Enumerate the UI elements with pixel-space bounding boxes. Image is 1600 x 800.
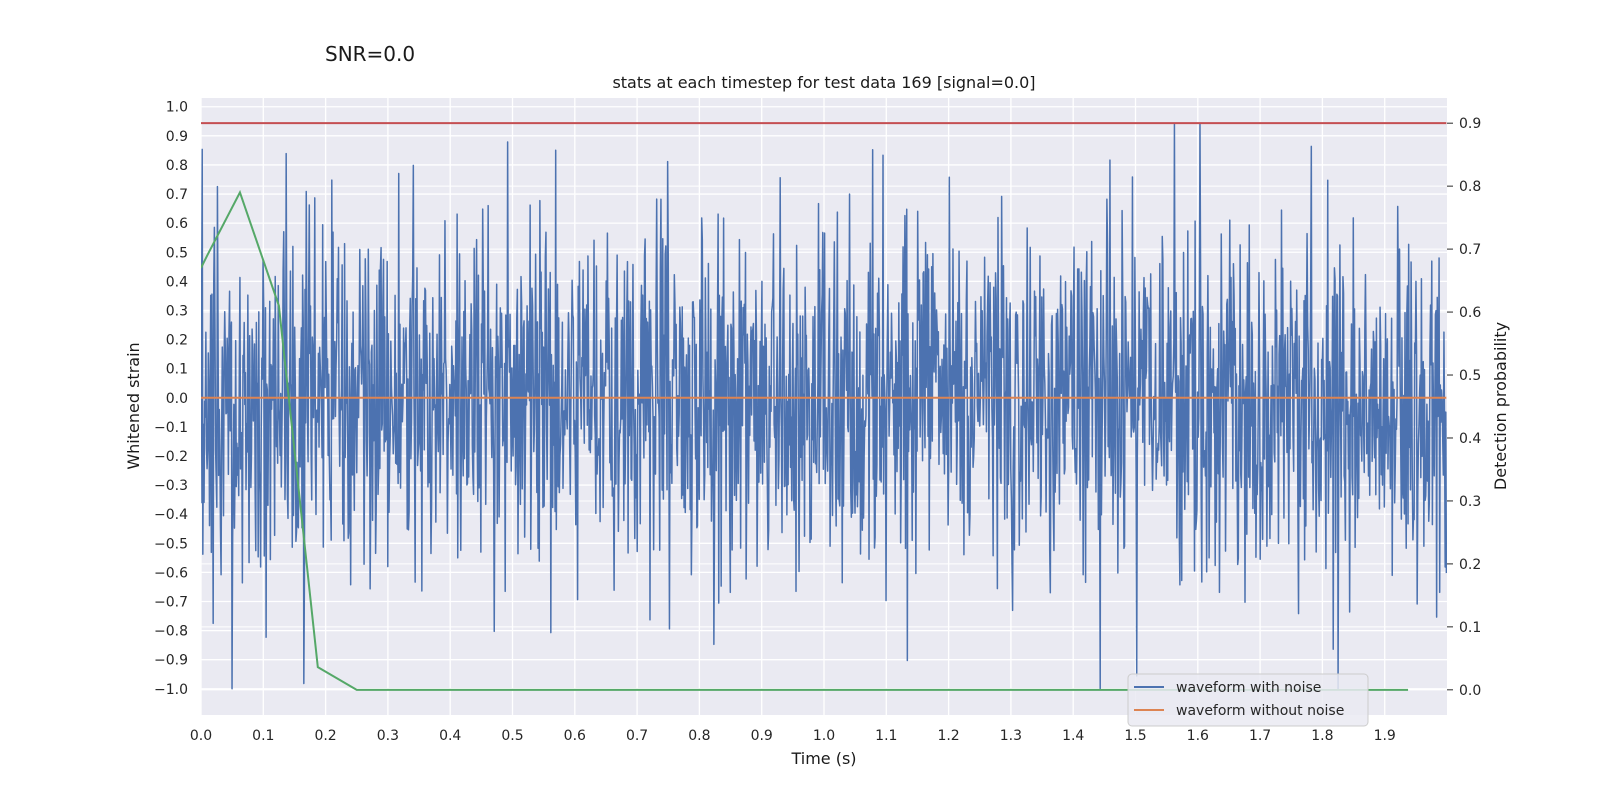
suptitle: SNR=0.0 — [325, 42, 415, 66]
y-tick-label: 0.6 — [166, 216, 188, 232]
y-tick-label: −0.4 — [154, 507, 188, 523]
y-tick-label: −0.3 — [154, 478, 188, 494]
y2-tick-label: 0.6 — [1459, 305, 1481, 321]
legend-label-noise: waveform with noise — [1176, 680, 1321, 696]
y2-tick-label: 0.3 — [1459, 494, 1481, 510]
chart-title: stats at each timestep for test data 169… — [612, 73, 1035, 92]
series-detection-probability — [201, 189, 1409, 691]
y-tick-label: 0.9 — [166, 129, 188, 145]
y-tick-label: −0.6 — [154, 565, 188, 581]
x-tick-label: 0.2 — [314, 728, 336, 744]
y-tick-label: 0.4 — [166, 274, 188, 290]
y2-ticks: 0.9 0.8 0.7 0.6 0.5 0.4 0.3 0.2 0.1 0.0 — [1447, 116, 1481, 699]
y-tick-label: 0.0 — [166, 391, 188, 407]
y-tick-label: 0.8 — [166, 158, 188, 174]
x-tick-label: 1.3 — [1000, 728, 1022, 744]
x-tick-label: 0.0 — [190, 728, 212, 744]
y-tick-label: −0.7 — [154, 594, 188, 610]
x-tick-label: 0.3 — [377, 728, 399, 744]
legend-box — [1127, 673, 1369, 727]
x-tick-label: 0.1 — [252, 728, 274, 744]
x-tick-label: 1.5 — [1124, 728, 1146, 744]
y-ticks: 1.0 0.9 0.8 0.7 0.6 0.5 0.4 0.3 0.2 0.1 0.0 −0.1 −0.… — [154, 100, 188, 698]
x-tick-label: 0.6 — [564, 728, 586, 744]
y2-axis-label: Detection probability — [1491, 322, 1510, 490]
legend: waveform with noise waveform without noi… — [1127, 673, 1369, 727]
x-tick-label: 1.4 — [1062, 728, 1084, 744]
x-ticks: 0.0 0.1 0.2 0.3 0.4 0.5 0.6 0.7 0.8 0.9 1.0 1.1 1.2 1… — [190, 728, 1396, 744]
y-tick-label: 0.7 — [166, 187, 188, 203]
x-tick-label: 0.4 — [439, 728, 461, 744]
y-axis-label: Whitened strain — [124, 342, 143, 469]
y-tick-label: 0.1 — [166, 362, 188, 378]
x-tick-label: 0.8 — [688, 728, 710, 744]
y2-tick-label: 0.2 — [1459, 557, 1481, 573]
x-tick-label: 1.0 — [813, 728, 835, 744]
y2-tick-label: 0.9 — [1459, 116, 1481, 132]
y2-tick-label: 0.0 — [1459, 683, 1481, 699]
y2-tick-label: 0.1 — [1459, 620, 1481, 636]
series-layer — [201, 122, 1447, 691]
y-tick-label: −1.0 — [154, 682, 188, 698]
y-tick-label: −0.1 — [154, 420, 188, 436]
y2-tick-label: 0.8 — [1459, 179, 1481, 195]
x-tick-label: 1.1 — [875, 728, 897, 744]
series-waveform-with-noise — [201, 123, 1447, 690]
y-tick-label: 0.3 — [166, 303, 188, 319]
x-tick-label: 1.7 — [1249, 728, 1271, 744]
legend-label-clean: waveform without noise — [1176, 703, 1344, 719]
x-tick-label: 0.9 — [751, 728, 773, 744]
y-tick-label: −0.2 — [154, 449, 188, 465]
y2-tick-label: 0.4 — [1459, 431, 1481, 447]
x-tick-label: 0.7 — [626, 728, 648, 744]
y-tick-label: −0.9 — [154, 653, 188, 669]
x-axis-label: Time (s) — [790, 749, 856, 768]
x-tick-label: 1.2 — [937, 728, 959, 744]
y-tick-label: −0.8 — [154, 624, 188, 640]
y-tick-label: 0.5 — [166, 245, 188, 261]
x-tick-label: 1.8 — [1311, 728, 1333, 744]
y-tick-label: 1.0 — [166, 100, 188, 116]
y-tick-label: 0.2 — [166, 333, 188, 349]
y2-tick-label: 0.7 — [1459, 242, 1481, 258]
y2-tick-label: 0.5 — [1459, 368, 1481, 384]
x-tick-label: 0.5 — [501, 728, 523, 744]
x-tick-label: 1.6 — [1187, 728, 1209, 744]
y-tick-label: −0.5 — [154, 536, 188, 552]
x-tick-label: 1.9 — [1374, 728, 1396, 744]
